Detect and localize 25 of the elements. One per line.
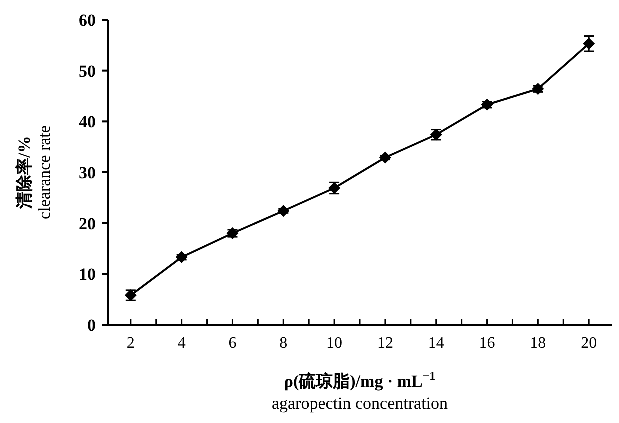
point bbox=[176, 251, 188, 264]
x-tick-label: 20 bbox=[581, 335, 598, 352]
x-tick-label: 10 bbox=[326, 335, 343, 352]
x-tick-label: 12 bbox=[377, 335, 394, 352]
y-tick-label: 60 bbox=[79, 11, 96, 30]
x-axis-title: ρ(硫琼脂)/mg · mL$^{−1}$ agaropectin concentration bbox=[272, 369, 449, 413]
y-tick-label: 50 bbox=[79, 62, 96, 81]
point bbox=[379, 152, 392, 164]
point bbox=[532, 83, 544, 96]
point bbox=[583, 38, 596, 50]
x-tick-label: 16 bbox=[479, 335, 496, 352]
y-tick-label: 30 bbox=[79, 164, 96, 182]
y-tick-label: 20 bbox=[79, 214, 96, 234]
y-axis-title: 清除率/% clearance rate bbox=[15, 126, 54, 220]
x-tick-label: 14 bbox=[428, 335, 444, 352]
y-tick-label: 10 bbox=[79, 265, 96, 284]
x-tick-label: 18 bbox=[530, 335, 546, 352]
x-tick-label: 8 bbox=[280, 335, 288, 352]
x-tick-label: 4 bbox=[178, 335, 186, 352]
point bbox=[278, 205, 290, 218]
y-tick-label: 40 bbox=[79, 112, 96, 132]
x-tick-label: 6 bbox=[228, 335, 237, 352]
x-tick-label: 2 bbox=[126, 335, 135, 352]
point bbox=[481, 98, 494, 111]
y-tick-label: 0 bbox=[88, 316, 96, 335]
